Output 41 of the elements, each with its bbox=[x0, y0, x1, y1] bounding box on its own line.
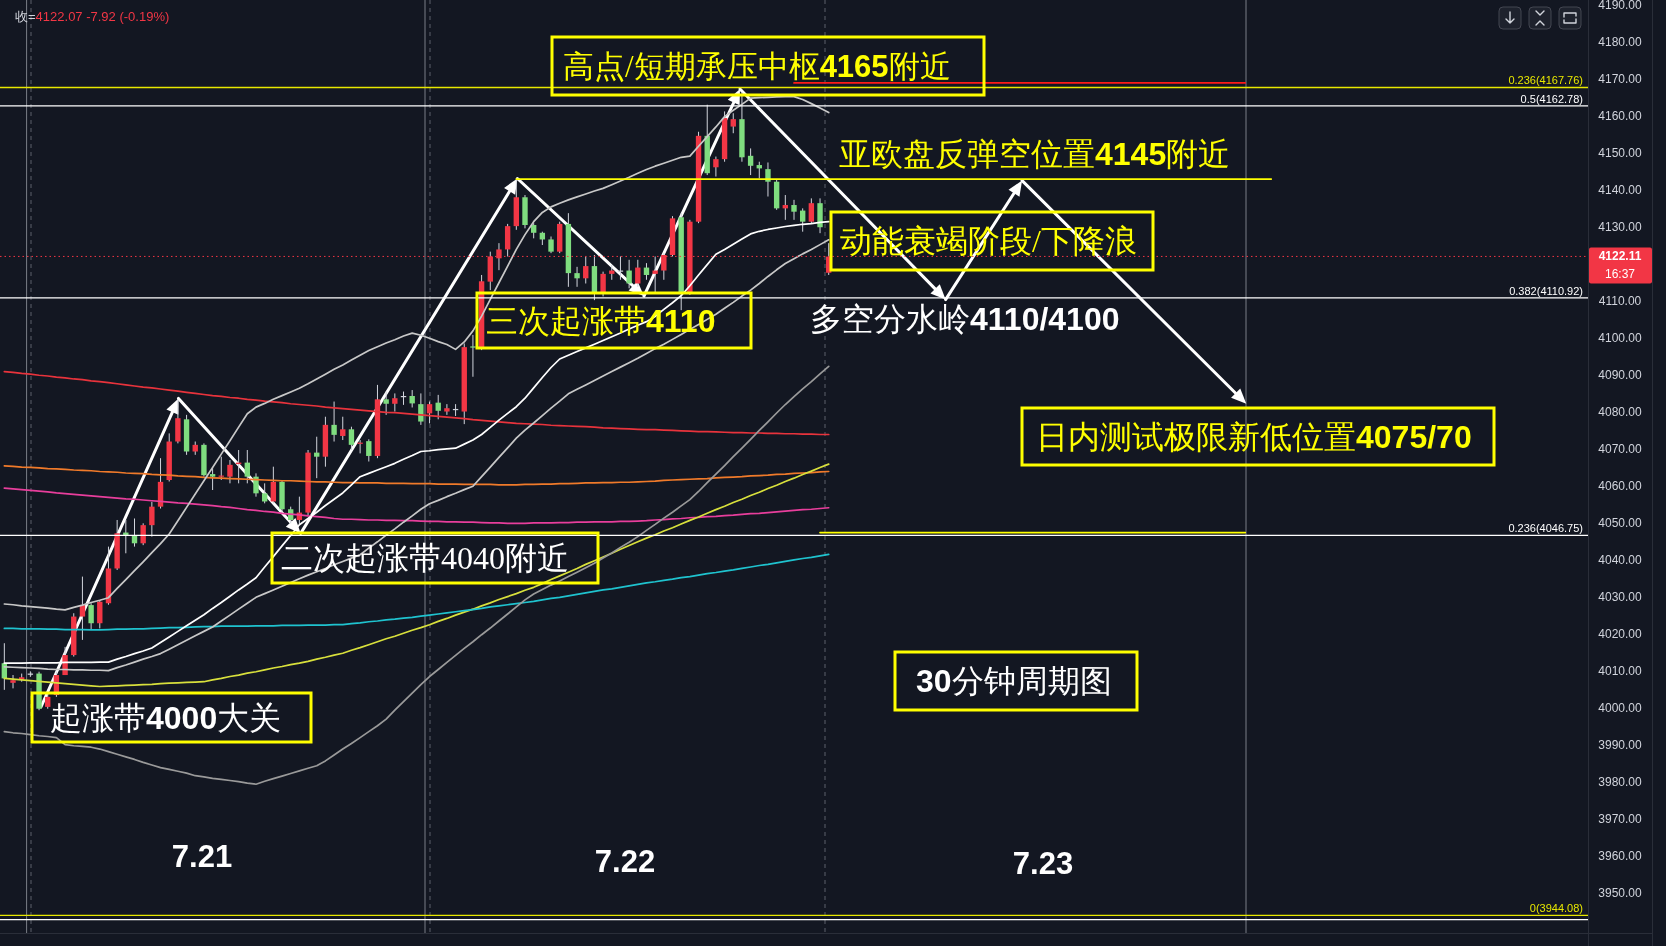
ref-line-label: 4122.11 bbox=[1598, 249, 1642, 264]
y-tick-label: 4070.00 bbox=[1598, 442, 1643, 457]
y-tick-label: 4100.00 bbox=[1598, 331, 1643, 346]
y-tick-label: 4060.00 bbox=[1598, 479, 1643, 494]
annotation: 收=4122.07 -7.92 (-0.19%) bbox=[15, 8, 170, 24]
annotation: 高点/短期承压中枢4165附近 bbox=[563, 48, 951, 84]
y-tick-label: 3980.00 bbox=[1598, 775, 1643, 790]
annotation: 起涨带4000大关 bbox=[50, 699, 282, 736]
y-tick-label: 4080.00 bbox=[1598, 405, 1643, 420]
annotation: 日内测试极限新低位置4075/70 bbox=[1036, 418, 1472, 455]
y-tick-label: 4050.00 bbox=[1598, 516, 1643, 531]
y-tick-label: 4150.00 bbox=[1598, 146, 1643, 161]
y-tick-label: 4160.00 bbox=[1598, 109, 1643, 124]
annotation: 亚欧盘反弹空位置4145附近 bbox=[839, 136, 1231, 172]
annotation: 7.23 bbox=[1012, 845, 1074, 881]
ref-line-label: 0.236(4046.75) bbox=[1508, 522, 1583, 535]
annotation: 7.22 bbox=[594, 843, 656, 879]
y-tick-label: 4110.00 bbox=[1598, 294, 1642, 309]
y-tick-label: 4040.00 bbox=[1598, 553, 1643, 568]
ref-line-label: 0(3944.08) bbox=[1529, 902, 1583, 915]
y-tick-label: 4030.00 bbox=[1598, 590, 1643, 605]
y-tick-label: 4000.00 bbox=[1598, 701, 1643, 716]
y-tick-label: 3950.00 bbox=[1598, 886, 1643, 901]
y-tick-label: 3990.00 bbox=[1598, 738, 1643, 753]
y-tick-label: 4130.00 bbox=[1598, 220, 1643, 235]
annotation: 7.21 bbox=[171, 838, 233, 874]
y-tick-label: 4090.00 bbox=[1598, 368, 1643, 383]
text: 16:37 bbox=[1604, 267, 1636, 281]
y-tick-label: 4020.00 bbox=[1598, 627, 1643, 642]
y-tick-label: 4190.00 bbox=[1598, 0, 1643, 13]
y-tick-label: 4170.00 bbox=[1598, 72, 1643, 87]
ref-line-label: 0.236(4167.76) bbox=[1508, 74, 1583, 87]
ref-line-label: 0.5(4162.78) bbox=[1520, 92, 1583, 105]
y-tick-label: 4180.00 bbox=[1598, 35, 1643, 50]
ref-line-label: 0.382(4110.92) bbox=[1509, 284, 1583, 297]
annotation: 多空分水岭4110/4100 bbox=[810, 301, 1120, 337]
y-tick-label: 3970.00 bbox=[1598, 812, 1643, 827]
y-tick-label: 4140.00 bbox=[1598, 183, 1643, 198]
y-tick-label: 3960.00 bbox=[1598, 849, 1643, 864]
y-tick-label: 4010.00 bbox=[1598, 664, 1643, 679]
annotation: 30分钟周期图 bbox=[916, 663, 1112, 699]
